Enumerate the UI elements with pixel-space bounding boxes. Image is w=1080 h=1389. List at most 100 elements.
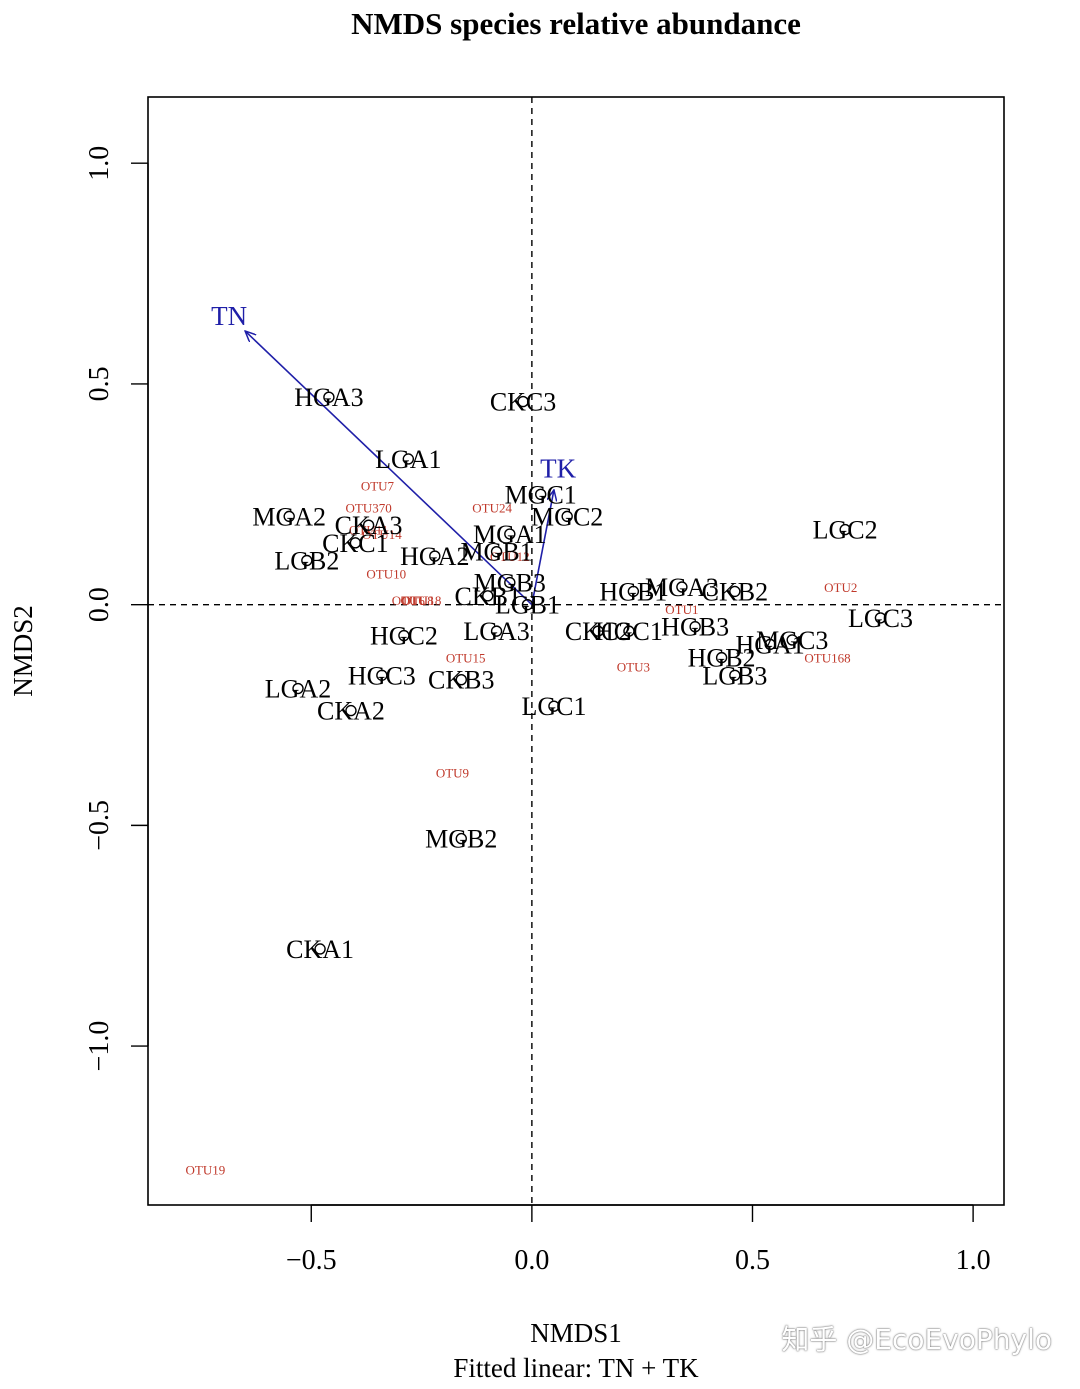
species-label: OTU3 (617, 659, 650, 674)
sample-label: HGC1 (595, 617, 663, 646)
sample-label: MGC1 (505, 480, 577, 509)
x-tick-label: −0.5 (286, 1245, 337, 1276)
sample-label: MGB2 (425, 825, 497, 854)
species-label: OTU7 (361, 478, 395, 493)
sample-point (398, 629, 410, 642)
sample-point (292, 682, 304, 695)
sample-point (504, 528, 516, 540)
sample-point (623, 625, 635, 637)
sample-label: MGB1 (460, 538, 532, 567)
x-tick-label: 0.0 (514, 1245, 549, 1276)
sample-label: MGA2 (252, 502, 326, 531)
sample-label: LGA3 (463, 617, 529, 646)
vector-label-tk: TK (540, 453, 576, 483)
x-axis: −0.5 0.0 0.5 1.0 (286, 1204, 991, 1276)
sample-point (482, 590, 494, 602)
sample-point (786, 634, 798, 646)
sample-point (323, 391, 335, 403)
sample-label: MGA3 (645, 573, 719, 602)
sample-point (301, 554, 313, 567)
vector-label-tn: TN (211, 301, 247, 331)
y-tick-label: −0.5 (84, 800, 115, 851)
species-label: OTU168 (804, 651, 850, 666)
vector-arrow-tn (245, 331, 533, 606)
sample-point (592, 625, 604, 637)
sample-point (561, 510, 573, 523)
y-tick-label: 1.0 (84, 146, 115, 181)
x-tick-label: 1.0 (956, 1245, 991, 1276)
sample-point (504, 576, 516, 589)
x-axis-label: NMDS1 (530, 1318, 622, 1348)
species-label: OTU24 (472, 501, 512, 516)
x-tick-label: 0.5 (735, 1245, 770, 1276)
sample-label: CKA3 (335, 511, 403, 540)
sample-label: CKB1 (455, 582, 521, 611)
sample-point (362, 519, 375, 531)
sample-label: HGA3 (294, 383, 363, 412)
y-axis: −1.0 −0.5 0.0 0.5 1.0 (84, 146, 149, 1072)
species-label: OTU2 (824, 580, 857, 595)
sample-point (715, 651, 728, 664)
sample-point (627, 585, 640, 598)
sample-label: HGB3 (661, 613, 729, 642)
sample-label: HGB1 (599, 577, 667, 606)
sample-point (283, 510, 295, 523)
sample-point (535, 488, 547, 500)
chart-title: NMDS species relative abundance (351, 6, 801, 41)
sample-point (490, 625, 503, 637)
sample-label: CKA2 (317, 697, 385, 726)
species-label: OTU8 (401, 593, 434, 608)
species-label: OTU9 (436, 765, 469, 780)
sample-label: HGC3 (348, 661, 416, 690)
sample-label: MGC2 (531, 502, 603, 531)
sample-point (376, 669, 388, 681)
sample-point (521, 598, 534, 611)
species-label: OTU370 (346, 501, 392, 516)
species-label: OTU6 (392, 593, 426, 608)
sample-label: CKB2 (702, 577, 768, 606)
species-label: OTU19 (186, 1163, 226, 1178)
sample-point (517, 395, 529, 408)
sample-point (839, 523, 851, 536)
sample-point (455, 832, 467, 845)
sample-point (729, 669, 741, 681)
sample-label: HGB2 (688, 644, 756, 673)
sample-point (689, 621, 701, 633)
watermark-text: 知乎 @EcoEvoPhylo (781, 1323, 1052, 1356)
species-label: OTU18 (402, 593, 442, 608)
plot-frame (147, 96, 1005, 1206)
sample-point (345, 704, 357, 717)
vector-arrow-tk (531, 490, 554, 605)
y-axis-label: NMDS2 (8, 605, 38, 697)
sample-label: LGA1 (375, 445, 441, 474)
sample-point (349, 537, 362, 549)
sample-label: LGB2 (274, 547, 339, 576)
species-label: OTU12 (490, 549, 530, 564)
sample-point (490, 545, 503, 558)
sample-point (764, 638, 776, 651)
sample-label: LGC3 (848, 604, 913, 633)
species-label: OTU1 (665, 602, 698, 617)
sample-label: MGB3 (474, 569, 546, 598)
sample-point (455, 673, 467, 686)
species-label: OTU10 (366, 567, 406, 582)
y-tick-label: −1.0 (84, 1021, 115, 1072)
sample-label: LGB1 (495, 591, 560, 620)
sample-label: HGA1 (735, 630, 804, 659)
sample-point (729, 585, 741, 598)
sample-label: HGC2 (370, 622, 438, 651)
sample-point (874, 612, 887, 624)
sample-label: HGA2 (400, 542, 469, 571)
y-tick-label: 0.5 (84, 366, 115, 401)
sample-label: LGC1 (521, 692, 586, 721)
y-tick-label: 0.0 (84, 587, 115, 622)
sample-label: LGA2 (265, 675, 331, 704)
sample-point (548, 700, 560, 712)
sample-point (314, 943, 326, 955)
sample-label: CKB3 (428, 666, 494, 695)
species-label: OTU14 (362, 527, 402, 542)
species-label: OTU15 (446, 651, 486, 666)
sample-label: LGC2 (813, 516, 878, 545)
